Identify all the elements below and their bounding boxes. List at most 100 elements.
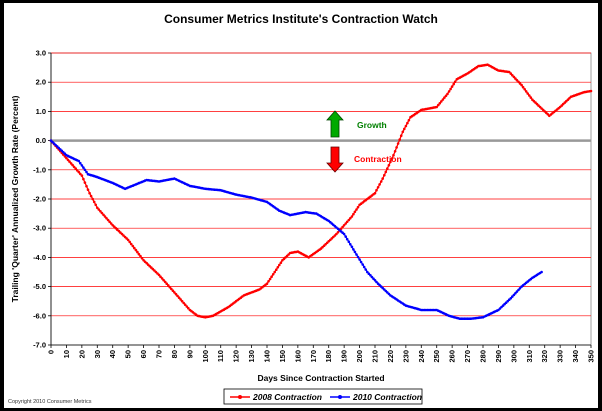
- legend-label-2010: 2010 Contraction: [352, 392, 422, 402]
- data-point: [447, 90, 451, 93]
- x-tick-label: 350: [587, 350, 596, 363]
- data-point: [526, 92, 529, 95]
- data-point: [270, 275, 273, 279]
- x-tick-label: 270: [463, 350, 472, 363]
- data-point: [102, 213, 105, 217]
- x-tick-label: 0: [47, 350, 56, 354]
- data-point: [390, 157, 394, 160]
- data-point: [450, 85, 454, 88]
- x-tick-label: 130: [247, 350, 256, 363]
- data-point: [179, 298, 182, 301]
- data-point: [185, 305, 189, 308]
- data-point: [268, 277, 272, 281]
- data-point: [511, 74, 514, 77]
- data-point: [341, 225, 344, 229]
- data-point: [392, 153, 395, 157]
- y-tick-label: -6.0: [33, 311, 46, 320]
- data-point: [347, 218, 351, 222]
- legend-marker-2010: [338, 395, 342, 399]
- data-point: [271, 273, 275, 276]
- data-point: [276, 266, 280, 269]
- chart-title: Consumer Metrics Institute's Contraction…: [164, 12, 438, 26]
- data-point: [515, 78, 519, 82]
- data-point: [86, 188, 90, 191]
- data-point: [440, 100, 443, 103]
- data-point: [449, 87, 452, 91]
- data-point: [378, 183, 381, 186]
- data-point: [384, 170, 388, 174]
- data-point: [396, 142, 400, 145]
- x-tick-label: 340: [571, 350, 580, 363]
- data-point: [89, 194, 93, 198]
- gridlines: [51, 52, 591, 317]
- data-point: [168, 285, 172, 289]
- x-tick-label: 320: [540, 350, 549, 363]
- data-point: [404, 124, 408, 128]
- data-point: [77, 170, 81, 174]
- data-point: [507, 70, 511, 74]
- x-tick-label: 230: [401, 350, 410, 363]
- data-point: [356, 255, 360, 259]
- data-point: [79, 172, 82, 176]
- data-point: [173, 291, 176, 294]
- data-point: [355, 208, 358, 211]
- data-point: [452, 82, 456, 86]
- data-point: [389, 160, 392, 164]
- data-point: [72, 165, 76, 169]
- contraction-annotation: Contraction: [326, 146, 402, 173]
- data-point: [108, 220, 111, 224]
- x-axis-label: Days Since Contraction Started: [257, 373, 384, 383]
- data-point: [387, 163, 391, 167]
- x-axis-ticks: 0 10 20 30 40 50 60 70 80 90 100 110 120 130 140 150 160…: [47, 53, 596, 363]
- data-point: [520, 83, 523, 87]
- data-point: [182, 301, 185, 305]
- data-point: [65, 156, 68, 160]
- data-point: [336, 231, 340, 234]
- data-point: [518, 82, 522, 85]
- data-point: [529, 96, 533, 99]
- data-point: [383, 173, 386, 177]
- data-point: [92, 200, 96, 204]
- data-point: [517, 80, 520, 84]
- data-point: [167, 284, 170, 287]
- data-point: [131, 244, 135, 248]
- data-point: [386, 167, 389, 170]
- data-point: [509, 72, 513, 75]
- y-tick-label: -1.0: [33, 165, 46, 174]
- x-tick-label: 240: [417, 350, 426, 363]
- x-tick-label: 140: [263, 350, 272, 363]
- data-point: [83, 181, 87, 184]
- x-tick-label: 30: [93, 350, 102, 358]
- data-point: [509, 297, 513, 300]
- data-point: [106, 218, 110, 222]
- data-point: [347, 240, 351, 243]
- data-point: [137, 252, 141, 256]
- data-point: [128, 240, 131, 244]
- data-point: [515, 290, 519, 293]
- data-point: [96, 206, 99, 210]
- x-tick-label: 20: [77, 350, 86, 358]
- x-tick-label: 60: [139, 350, 148, 358]
- data-point: [162, 278, 165, 282]
- legend-box: [223, 388, 423, 405]
- data-point: [406, 121, 409, 125]
- x-tick-label: 280: [479, 350, 488, 363]
- data-point: [352, 212, 355, 216]
- series-layer: [49, 63, 593, 321]
- data-point: [375, 188, 378, 192]
- data-point: [350, 245, 354, 249]
- x-tick-label: 100: [201, 350, 210, 363]
- data-point: [267, 280, 270, 283]
- data-point: [373, 279, 377, 282]
- data-point: [403, 127, 406, 131]
- data-point: [589, 89, 593, 93]
- y-tick-label: -7.0: [33, 341, 46, 350]
- data-point: [80, 164, 84, 167]
- y-tick-label: 3.0: [36, 49, 46, 58]
- data-point: [176, 294, 179, 298]
- data-point: [349, 243, 352, 246]
- data-point: [444, 94, 448, 98]
- x-tick-label: 260: [448, 350, 457, 363]
- data-point: [438, 102, 442, 105]
- x-tick-label: 10: [62, 350, 71, 358]
